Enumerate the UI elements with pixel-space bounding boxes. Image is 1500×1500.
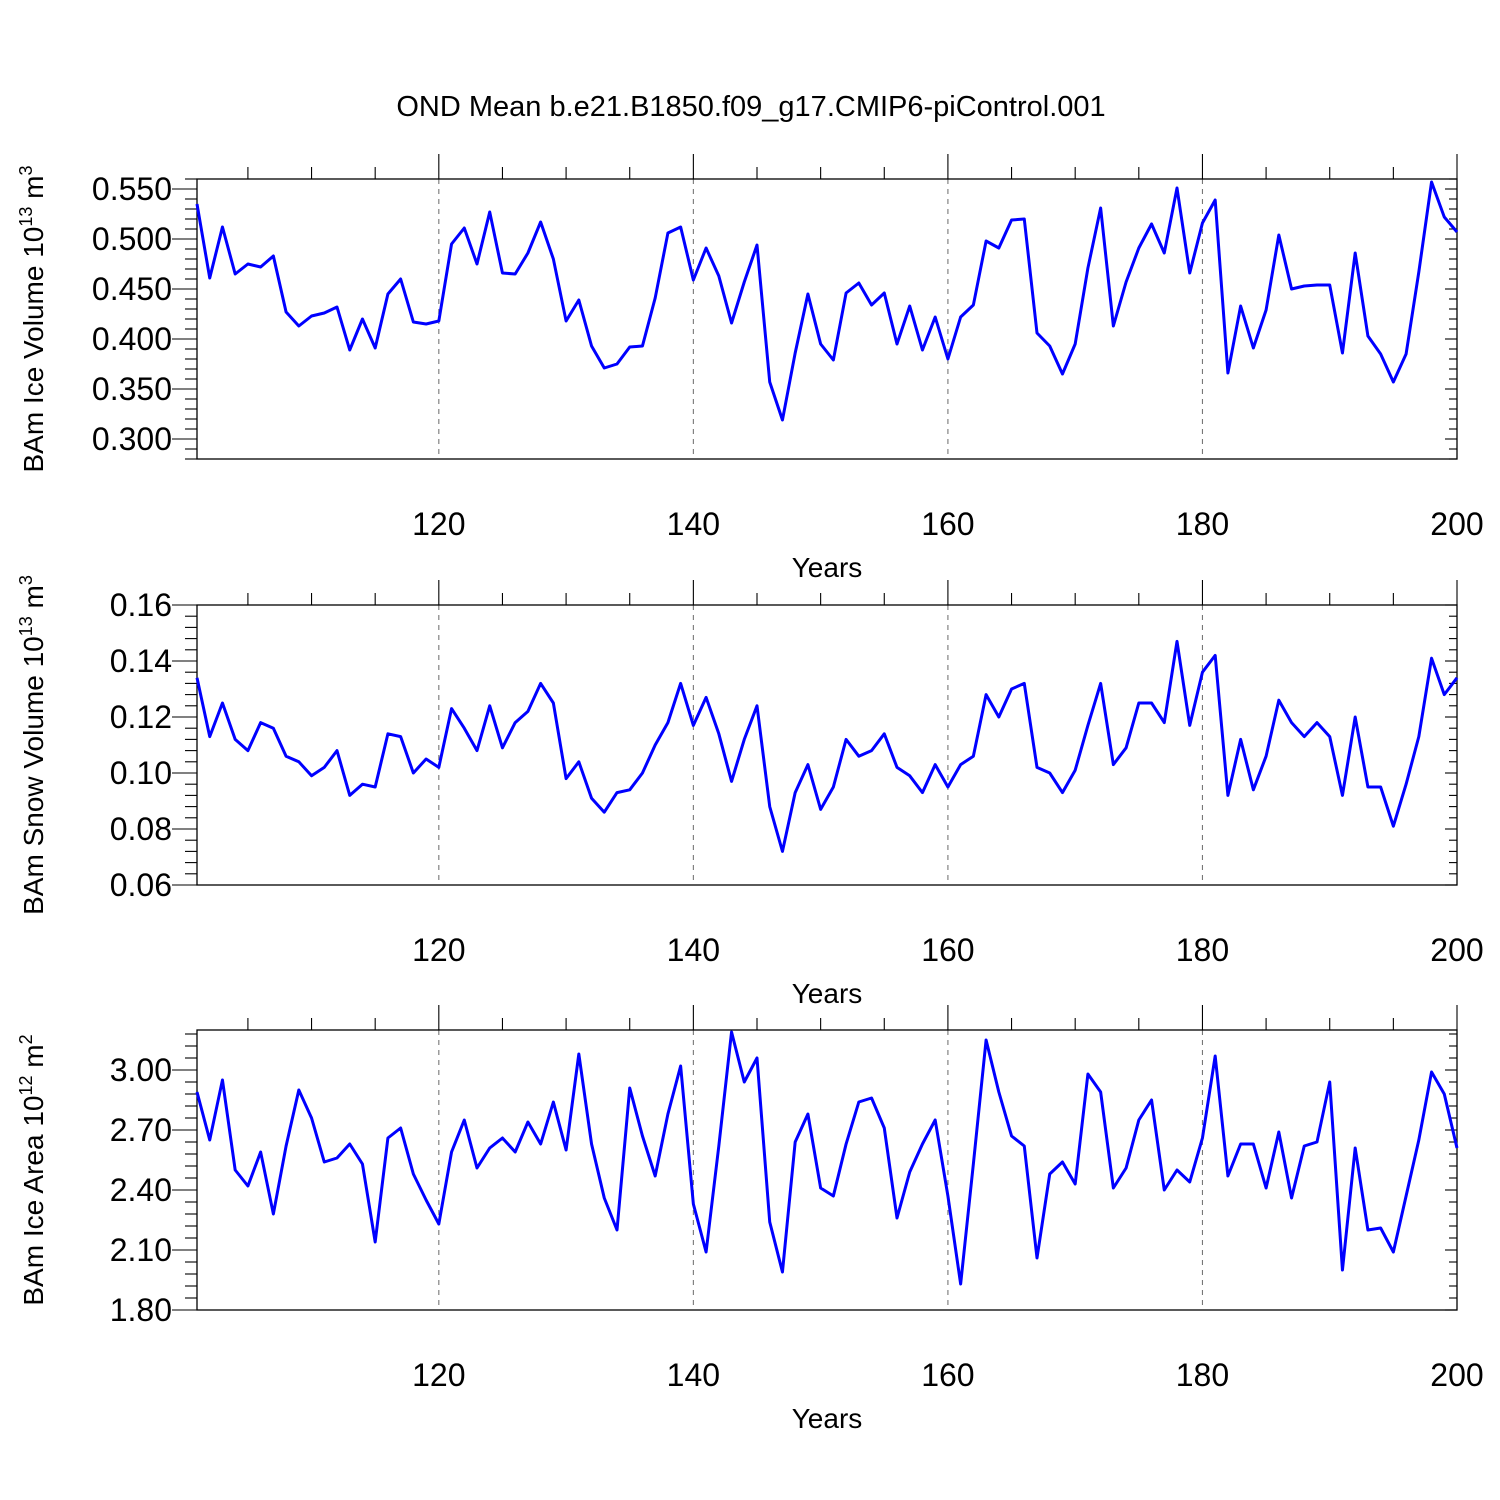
y-tick-label: 0.400 (92, 321, 172, 357)
y-tick-label: 0.550 (92, 171, 172, 207)
y-tick-label: 0.500 (92, 221, 172, 257)
x-tick-label: 160 (921, 932, 974, 968)
x-axis-title: Years (792, 1403, 863, 1434)
y-tick-label: 0.16 (110, 587, 172, 623)
chart-panel-2: 0.06 0.08 0.10 0.12 0.14 0.16 120 140 160 180 200 Y… (16, 575, 1484, 1009)
x-tick-label: 180 (1176, 932, 1229, 968)
series-line (195, 639, 1459, 853)
x-tick-label: 200 (1430, 1357, 1483, 1393)
chart-panel-3: 1.80 2.10 2.40 2.70 3.00 120 140 160 180 200 Years… (16, 1005, 1484, 1434)
y-axis-title: BAm Ice Volume 1013 m3 (16, 165, 49, 472)
x-tick-label: 200 (1430, 932, 1483, 968)
y-tick-label: 0.300 (92, 421, 172, 457)
plot-frame (196, 604, 1458, 886)
y-tick-label: 2.40 (110, 1172, 172, 1208)
series-line (195, 180, 1459, 422)
y-tick-label: 0.450 (92, 271, 172, 307)
x-tick-label: 120 (412, 1357, 465, 1393)
x-tick-label: 180 (1176, 1357, 1229, 1393)
y-tick-label: 1.80 (110, 1292, 172, 1328)
x-tick-label: 140 (667, 932, 720, 968)
y-tick-label: 0.14 (110, 643, 172, 679)
x-axis-title: Years (792, 978, 863, 1009)
plot-frame (196, 178, 1458, 460)
y-tick-label: 0.06 (110, 867, 172, 903)
y-tick-label: 3.00 (110, 1052, 172, 1088)
y-tick-label: 2.10 (110, 1232, 172, 1268)
y-tick-label: 0.10 (110, 755, 172, 791)
series-line (195, 1030, 1459, 1286)
x-tick-label: 180 (1176, 506, 1229, 542)
x-tick-label: 120 (412, 932, 465, 968)
y-axis-title: BAm Ice Area 1012 m2 (16, 1034, 49, 1305)
x-tick-label: 140 (667, 506, 720, 542)
chart-panel-1: 0.300 0.350 0.400 0.450 0.500 0.550 120 140 160 1… (16, 154, 1484, 583)
x-tick-label: 120 (412, 506, 465, 542)
x-tick-label: 140 (667, 1357, 720, 1393)
y-tick-label: 0.12 (110, 699, 172, 735)
y-tick-label: 0.08 (110, 811, 172, 847)
y-tick-label: 2.70 (110, 1112, 172, 1148)
x-tick-label: 160 (921, 1357, 974, 1393)
figure-title: OND Mean b.e21.B1850.f09_g17.CMIP6-piCon… (396, 91, 1105, 123)
x-tick-label: 200 (1430, 506, 1483, 542)
plot-frame (196, 1029, 1458, 1311)
x-axis-title: Years (792, 552, 863, 583)
x-tick-label: 160 (921, 506, 974, 542)
y-tick-label: 0.350 (92, 371, 172, 407)
y-axis-title: BAm Snow Volume 1013 m3 (16, 575, 49, 915)
